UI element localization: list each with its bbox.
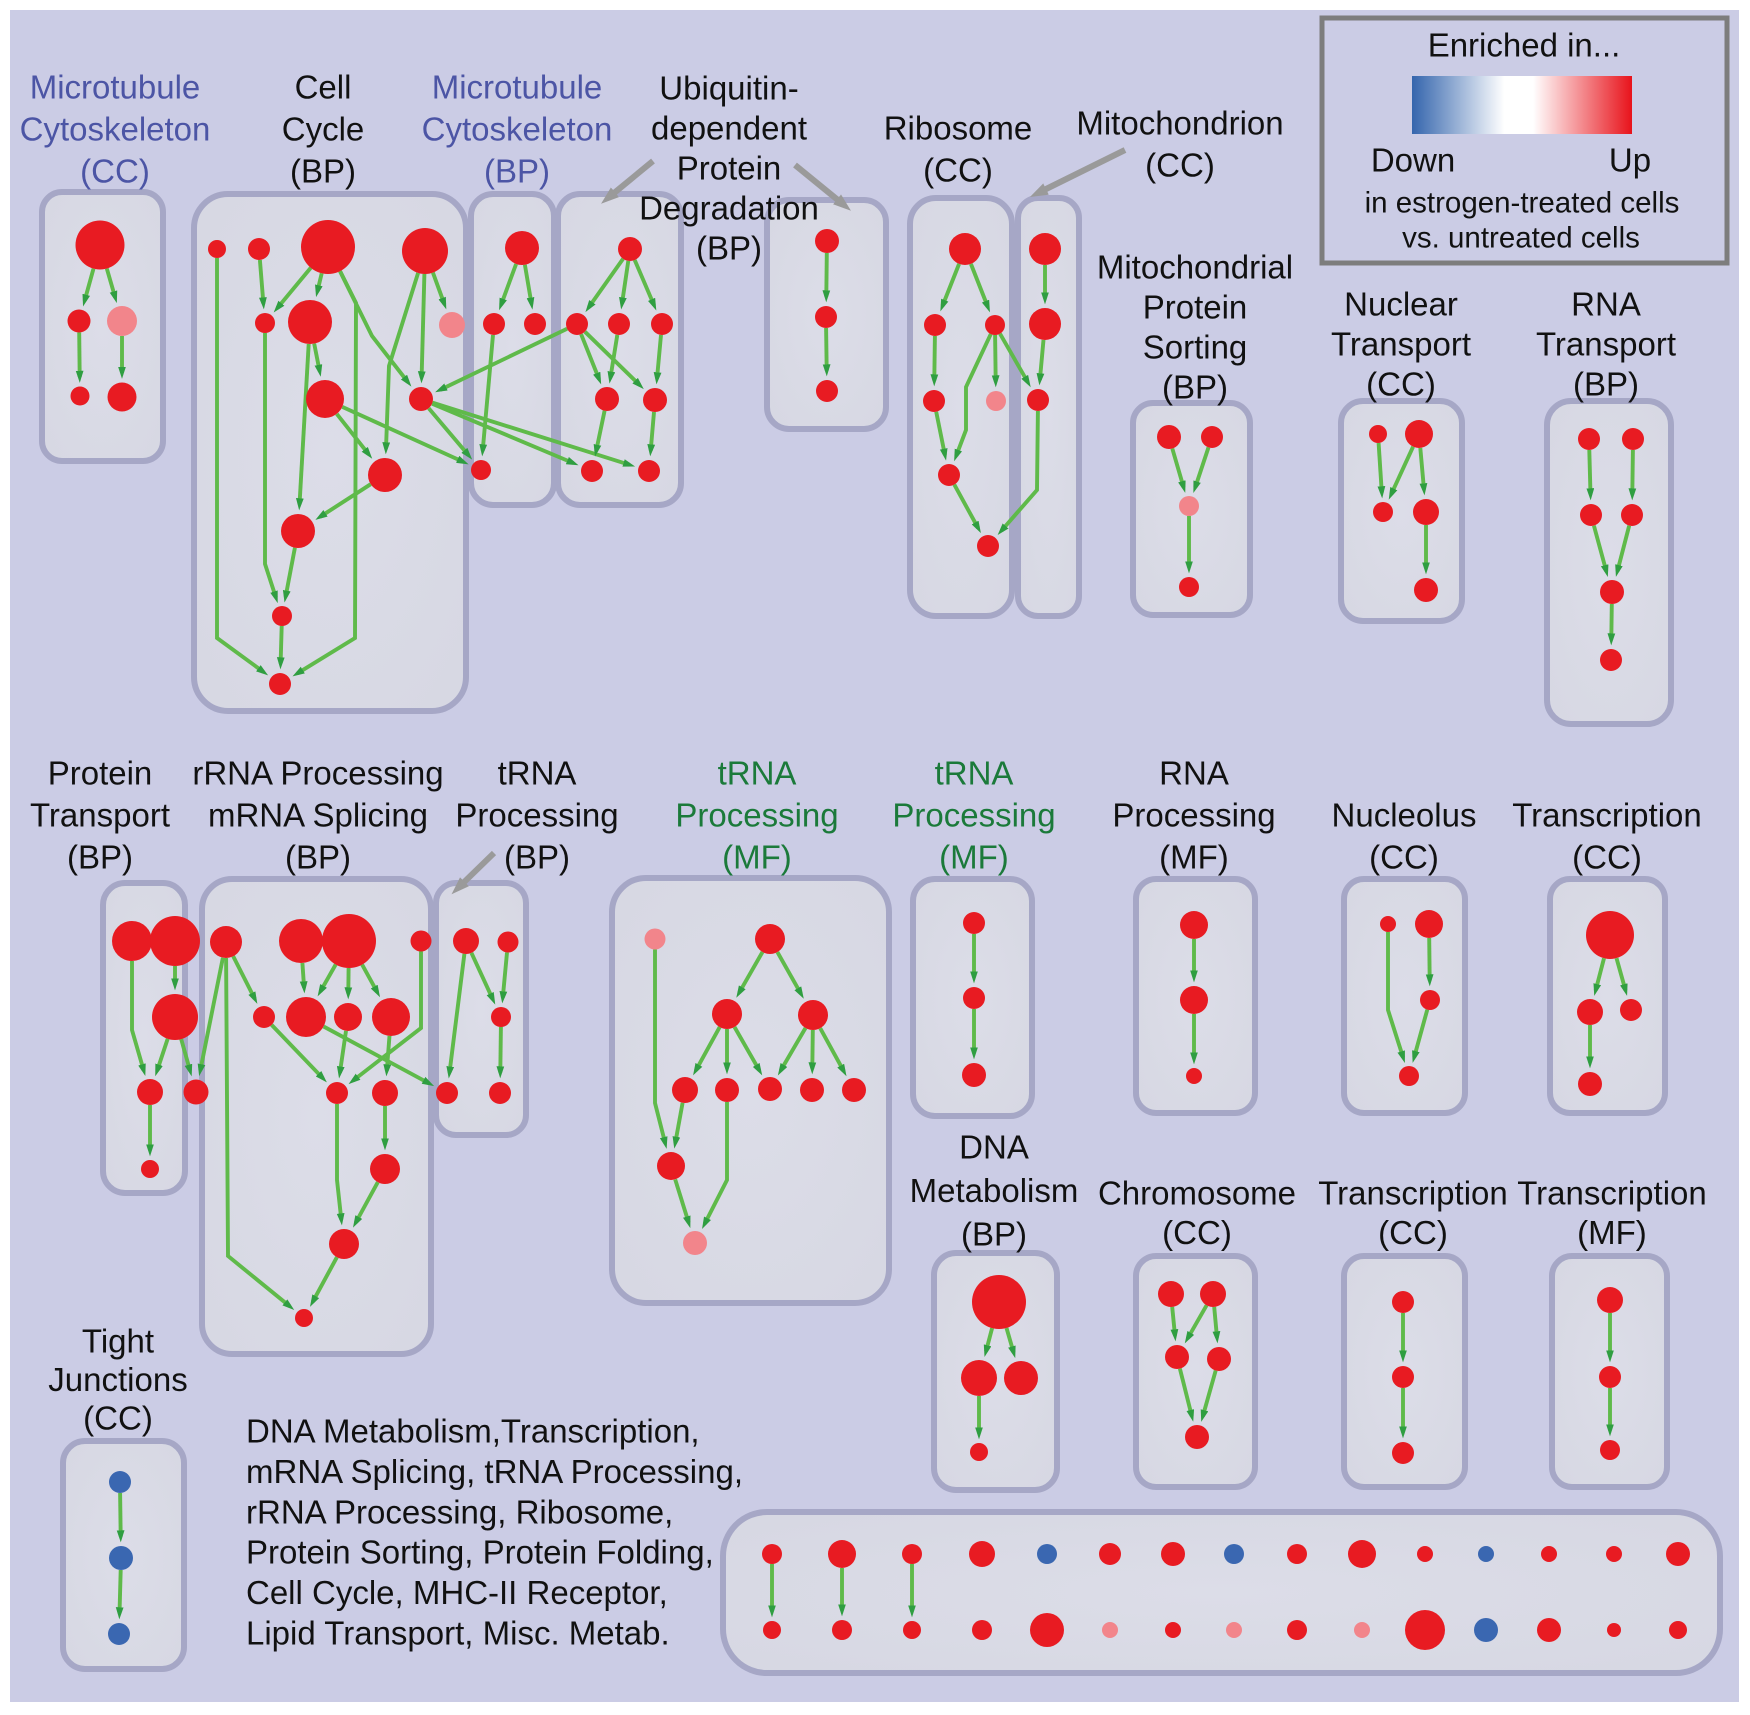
svg-text:tRNA: tRNA [718,755,797,792]
svg-text:RNA: RNA [1159,755,1229,792]
svg-text:Transcription: Transcription [1512,797,1702,834]
svg-text:rRNA Processing: rRNA Processing [192,755,443,792]
svg-text:Protein: Protein [48,755,153,792]
svg-text:Down: Down [1371,142,1455,179]
svg-text:(MF): (MF) [939,839,1009,876]
svg-text:Processing: Processing [892,797,1055,834]
svg-text:tRNA: tRNA [935,755,1014,792]
svg-text:Protein: Protein [677,150,782,187]
svg-text:Degradation: Degradation [639,190,819,227]
svg-text:Sorting: Sorting [1143,329,1248,366]
svg-text:(MF): (MF) [1159,839,1229,876]
svg-text:(BP): (BP) [1573,366,1639,403]
svg-text:Cell Cycle, MHC-II Receptor,: Cell Cycle, MHC-II Receptor, [246,1574,668,1611]
svg-text:(CC): (CC) [1145,147,1215,184]
svg-text:(BP): (BP) [961,1216,1027,1253]
svg-text:Nucleolus: Nucleolus [1332,797,1477,834]
svg-text:Nuclear: Nuclear [1344,286,1458,323]
svg-text:Cell: Cell [295,69,352,106]
svg-text:(CC): (CC) [1378,1214,1448,1251]
svg-text:in estrogen-treated cells: in estrogen-treated cells [1365,187,1680,220]
svg-text:Processing: Processing [1112,797,1275,834]
svg-text:Cycle: Cycle [282,111,365,148]
svg-text:Junctions: Junctions [48,1361,187,1398]
svg-text:mRNA Splicing: mRNA Splicing [208,797,428,834]
svg-text:Chromosome: Chromosome [1098,1175,1296,1212]
svg-text:Cytoskeleton: Cytoskeleton [20,111,211,148]
svg-text:(CC): (CC) [923,152,993,189]
svg-text:dependent: dependent [651,110,807,147]
svg-text:(BP): (BP) [484,153,550,190]
svg-text:(BP): (BP) [290,153,356,190]
svg-text:Protein: Protein [1143,289,1248,326]
svg-text:(CC): (CC) [83,1400,153,1437]
svg-text:Transcription: Transcription [1318,1175,1508,1212]
svg-text:Enriched in...: Enriched in... [1428,27,1621,64]
svg-text:Transport: Transport [30,797,170,834]
svg-text:vs. untreated cells: vs. untreated cells [1402,222,1640,255]
svg-text:Up: Up [1609,142,1651,179]
svg-text:Metabolism: Metabolism [910,1172,1079,1209]
svg-text:Tight: Tight [82,1323,154,1360]
svg-text:(CC): (CC) [80,153,150,190]
svg-text:(CC): (CC) [1162,1214,1232,1251]
svg-text:(CC): (CC) [1366,366,1436,403]
svg-text:Cytoskeleton: Cytoskeleton [422,111,613,148]
svg-text:(CC): (CC) [1572,839,1642,876]
svg-text:DNA: DNA [959,1129,1029,1166]
svg-text:rRNA Processing, Ribosome,: rRNA Processing, Ribosome, [246,1493,673,1530]
svg-text:(MF): (MF) [1577,1214,1647,1251]
svg-text:Transcription: Transcription [1517,1175,1707,1212]
svg-text:(BP): (BP) [504,839,570,876]
svg-text:Protein Sorting, Protein Foldi: Protein Sorting, Protein Folding, [246,1534,714,1571]
svg-text:Mitochondrion: Mitochondrion [1076,105,1283,142]
svg-text:Processing: Processing [455,797,618,834]
svg-text:(CC): (CC) [1369,839,1439,876]
svg-text:Transport: Transport [1331,326,1471,363]
svg-text:Microtubule: Microtubule [432,69,603,106]
svg-text:Microtubule: Microtubule [30,69,201,106]
svg-text:Lipid Transport, Misc. Metab.: Lipid Transport, Misc. Metab. [246,1615,670,1652]
svg-text:(BP): (BP) [67,839,133,876]
svg-text:DNA Metabolism,Transcription,: DNA Metabolism,Transcription, [246,1413,700,1450]
svg-text:Ribosome: Ribosome [884,110,1033,147]
svg-text:(BP): (BP) [285,839,351,876]
svg-text:RNA: RNA [1571,286,1641,323]
svg-text:(BP): (BP) [696,230,762,267]
svg-text:tRNA: tRNA [498,755,577,792]
svg-text:Mitochondrial: Mitochondrial [1097,249,1293,286]
svg-text:mRNA Splicing, tRNA Processing: mRNA Splicing, tRNA Processing, [246,1453,743,1490]
svg-text:(MF): (MF) [722,839,792,876]
svg-text:(BP): (BP) [1162,369,1228,406]
svg-text:Ubiquitin-: Ubiquitin- [659,70,798,107]
svg-text:Transport: Transport [1536,326,1676,363]
svg-text:Processing: Processing [675,797,838,834]
